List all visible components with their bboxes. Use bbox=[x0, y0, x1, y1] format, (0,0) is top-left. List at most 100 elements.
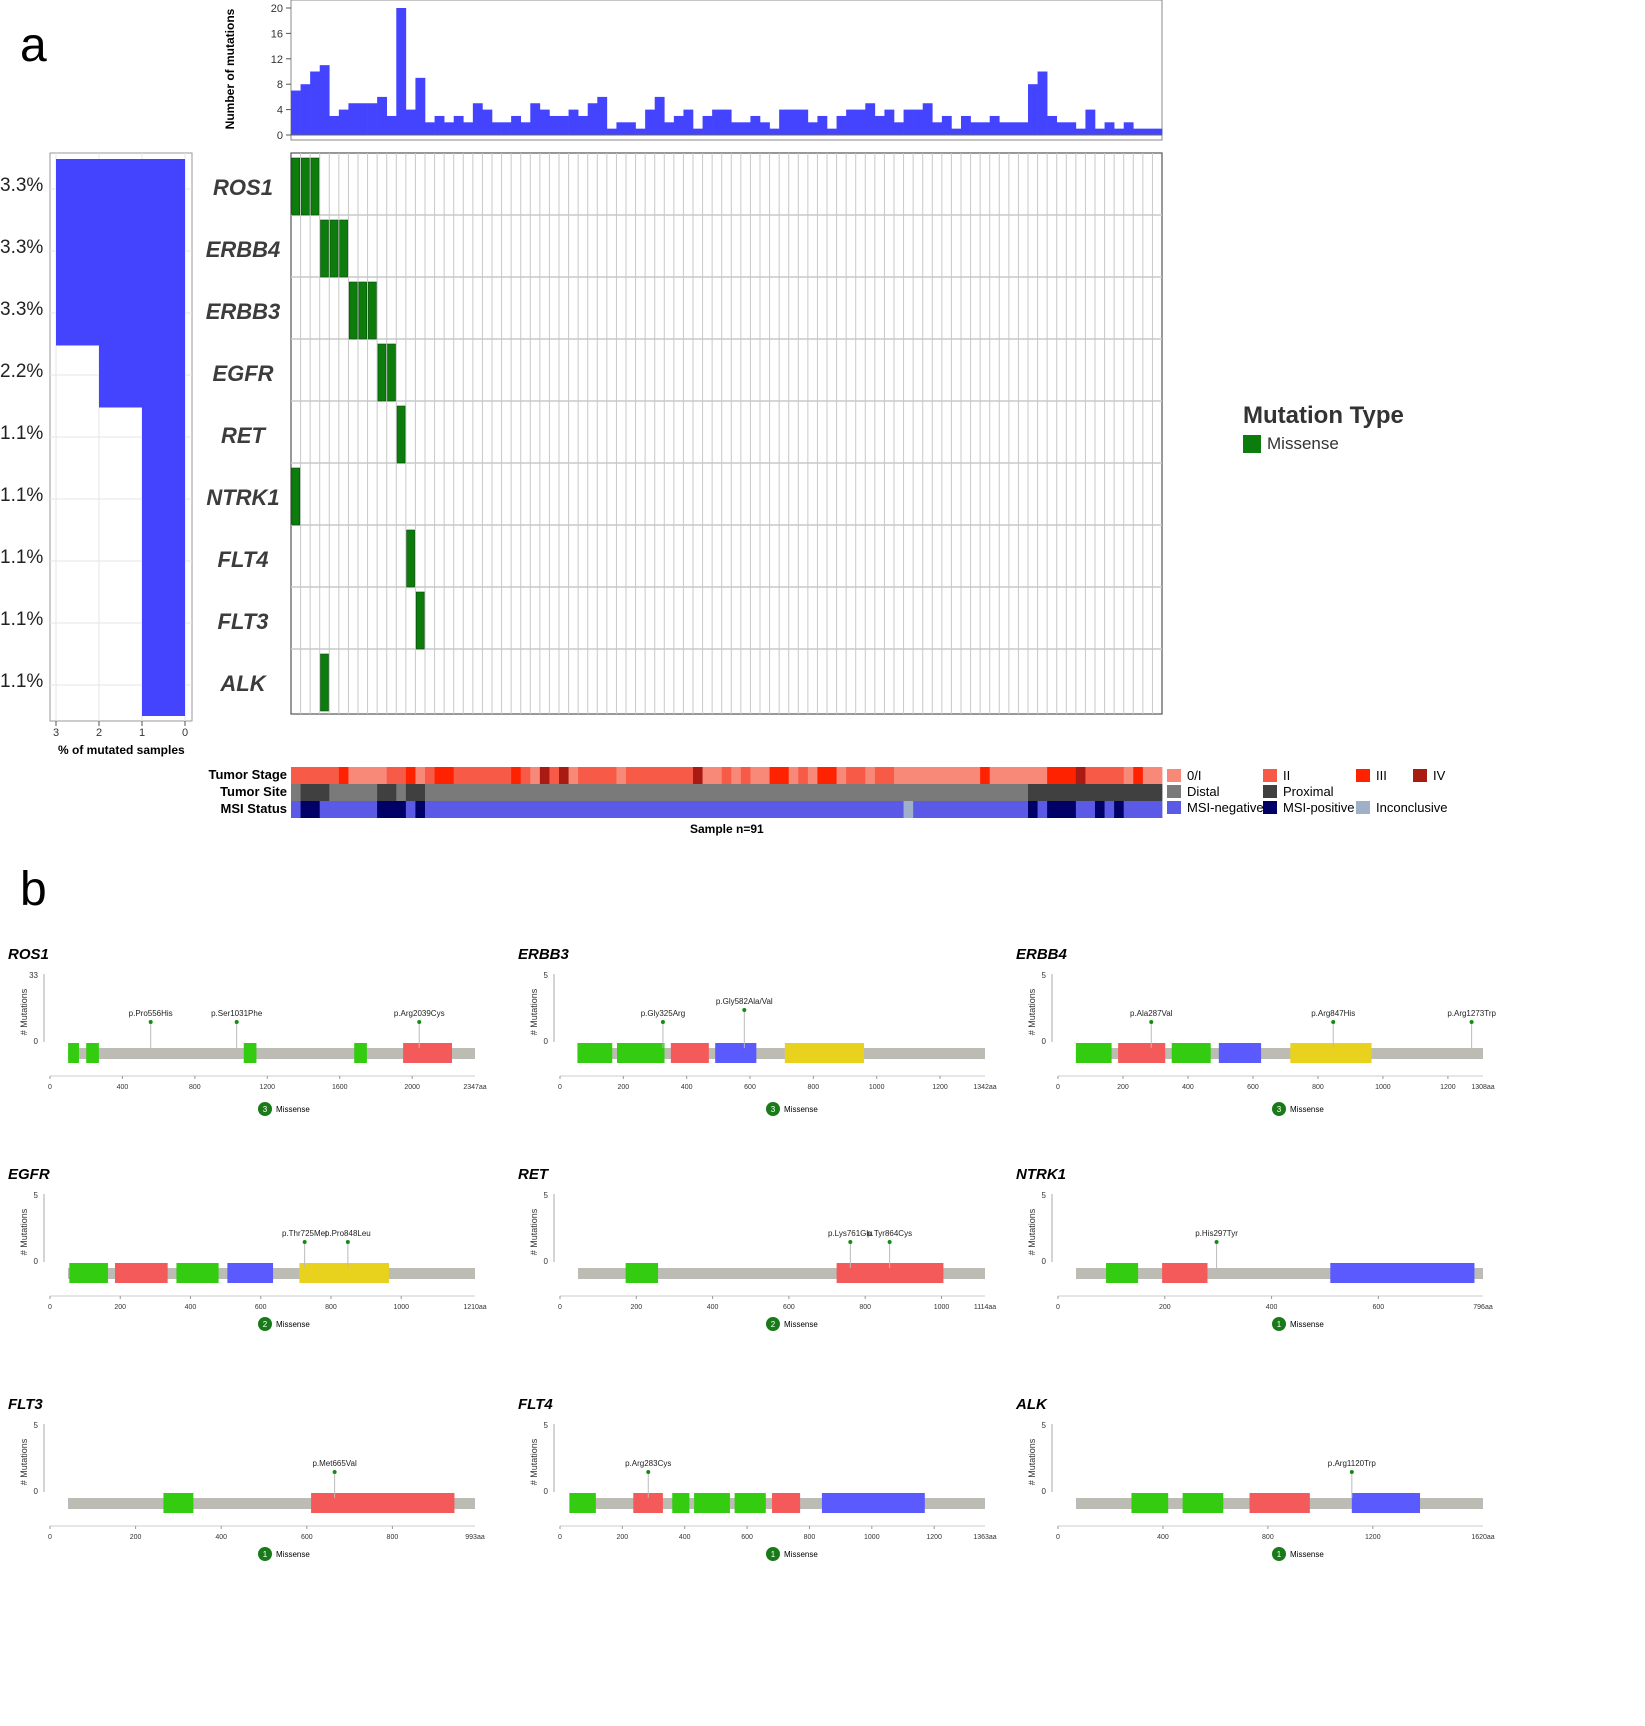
tumor-site-cell bbox=[530, 784, 541, 801]
msi-status-cell bbox=[358, 801, 368, 818]
tumor-site-cell bbox=[1047, 784, 1058, 801]
top-bar bbox=[310, 71, 321, 135]
tumor-stage-cell bbox=[1018, 767, 1029, 784]
msi-status-cell bbox=[817, 801, 828, 818]
tumor-site-cell bbox=[1085, 784, 1096, 801]
top-bar bbox=[846, 109, 857, 135]
lollipop-ymin: 0 bbox=[1042, 1487, 1047, 1496]
freq-xtick-label: 2 bbox=[96, 727, 102, 739]
lollipop-xtick-label: 0 bbox=[48, 1304, 52, 1311]
tumor-stage-cell bbox=[1104, 767, 1115, 784]
lollipop-ylabel: # Mutations bbox=[529, 1438, 539, 1485]
msi-status-cell bbox=[1008, 801, 1019, 818]
top-bar bbox=[721, 109, 732, 135]
tumor-site-cell bbox=[291, 784, 301, 801]
tumor-site-cell bbox=[817, 784, 828, 801]
protein-domain bbox=[577, 1043, 613, 1063]
lollipop-ylabel: # Mutations bbox=[1027, 1208, 1037, 1255]
mutation-type-label: Missense bbox=[1290, 1104, 1324, 1114]
lollipop-xtick-label: 0 bbox=[558, 1304, 562, 1311]
top-bar bbox=[367, 103, 378, 135]
msi-status-cell bbox=[874, 801, 885, 818]
mutation-type-label: Missense bbox=[784, 1319, 818, 1329]
tumor-stage-cell bbox=[702, 767, 713, 784]
tumor-stage-cell bbox=[463, 767, 474, 784]
freq-bar bbox=[142, 655, 185, 716]
tumor-site-cell bbox=[444, 784, 455, 801]
lollipop-xtick-label: 0 bbox=[1056, 1084, 1060, 1091]
tumor-site-label: Tumor Site bbox=[220, 784, 287, 799]
top-bar-ytick-label: 8 bbox=[277, 79, 283, 91]
top-bar bbox=[827, 128, 837, 135]
protein-domain bbox=[354, 1043, 367, 1063]
msi-status-cell bbox=[721, 801, 732, 818]
tumor-site-cell bbox=[807, 784, 818, 801]
msi-status-cell bbox=[903, 801, 914, 818]
annotation-legend-swatch bbox=[1167, 769, 1181, 782]
msi-status-cell bbox=[654, 801, 665, 818]
top-bar-ytick-label: 0 bbox=[277, 130, 283, 142]
top-bar bbox=[1018, 122, 1029, 135]
tumor-site-cell bbox=[846, 784, 857, 801]
gene-label-ros1: ROS1 bbox=[213, 175, 273, 200]
top-bar bbox=[913, 109, 924, 135]
lollipop-head bbox=[148, 1020, 153, 1024]
tumor-stage-cell bbox=[377, 767, 388, 784]
lollipop-ymax: 5 bbox=[544, 1191, 549, 1200]
protein-domain bbox=[715, 1043, 757, 1063]
top-bar bbox=[329, 115, 340, 135]
tumor-site-cell bbox=[941, 784, 952, 801]
tumor-stage-cell bbox=[626, 767, 636, 784]
tumor-site-cell bbox=[568, 784, 579, 801]
tumor-site-cell bbox=[788, 784, 799, 801]
protein-domain bbox=[86, 1043, 99, 1063]
msi-status-cell bbox=[951, 801, 962, 818]
missense-cell bbox=[329, 219, 339, 278]
tumor-site-cell bbox=[1037, 784, 1048, 801]
lollipop-xtick-label: 400 bbox=[1182, 1084, 1194, 1091]
lollipop-title: ERBB3 bbox=[518, 946, 569, 963]
msi-status-cell bbox=[980, 801, 991, 818]
mutation-count-badge: 1 bbox=[1272, 1317, 1286, 1331]
annotation-legend-item: MSI-positive bbox=[1263, 800, 1355, 815]
lollipop-egfr: EGFR 5 0 # Mutations p.Thr725Met p.Pro848Leu 0… bbox=[0, 1160, 500, 1360]
tumor-site-cell bbox=[1133, 784, 1144, 801]
top-bar bbox=[788, 109, 799, 135]
percent-label: 2.2% bbox=[0, 361, 44, 382]
lollipop-ylabel: # Mutations bbox=[19, 1438, 29, 1485]
lollipop-svg: 5 0 # Mutations p.Met665Val 0 200 400 600 800 993… bbox=[19, 1421, 485, 1541]
mutation-label: p.Arg1120Trp bbox=[1328, 1459, 1377, 1468]
tumor-site-cell bbox=[721, 784, 732, 801]
tumor-site-cell bbox=[386, 784, 397, 801]
lollipop-svg: 5 0 # Mutations p.Gly325Arg p.Gly582Ala/Val 0… bbox=[529, 971, 997, 1091]
annotation-legend-swatch bbox=[1263, 785, 1277, 798]
msi-status-cell bbox=[693, 801, 703, 818]
msi-status-cell bbox=[1075, 801, 1086, 818]
gene-label-ntrk1: NTRK1 bbox=[206, 485, 280, 510]
lollipop-alk: ALK 5 0 # Mutations p.Arg1120Trp 0 400 800 1200 1… bbox=[1008, 1390, 1508, 1590]
lollipop-ymin: 0 bbox=[1042, 1257, 1047, 1266]
lollipop-legend: 1 Missense bbox=[1272, 1317, 1324, 1331]
missense-cell bbox=[348, 281, 358, 340]
lollipop-head bbox=[417, 1020, 422, 1024]
msi-status-cell bbox=[740, 801, 751, 818]
lollipop-xtick-label: 800 bbox=[325, 1304, 337, 1311]
annotation-legend-label: MSI-negative bbox=[1187, 800, 1264, 815]
lollipop-ntrk1: NTRK1 5 0 # Mutations p.His297Tyr 0 200 400 600 7… bbox=[1008, 1160, 1508, 1360]
lollipop-ymax: 5 bbox=[1042, 1421, 1047, 1430]
tumor-stage-cell bbox=[319, 767, 330, 784]
tumor-stage-cell bbox=[587, 767, 598, 784]
top-bar bbox=[1142, 128, 1153, 135]
top-bar bbox=[472, 103, 483, 135]
tumor-stage-cell bbox=[664, 767, 675, 784]
lollipop-ylabel: # Mutations bbox=[529, 988, 539, 1035]
missense-cell bbox=[387, 343, 396, 402]
missense-cell bbox=[339, 219, 348, 278]
top-bar bbox=[798, 109, 809, 135]
lollipop-xtick-label: 1000 bbox=[869, 1084, 885, 1091]
lollipop-ylabel: # Mutations bbox=[1027, 1438, 1037, 1485]
tumor-stage-cell bbox=[1085, 767, 1096, 784]
msi-status-cell bbox=[664, 801, 675, 818]
lollipop-title: FLT4 bbox=[518, 1396, 553, 1413]
tumor-stage-cell bbox=[836, 767, 847, 784]
